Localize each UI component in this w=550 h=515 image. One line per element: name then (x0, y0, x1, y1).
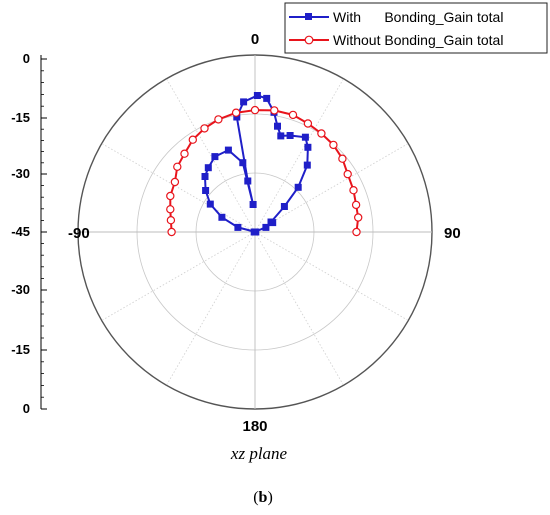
data-point-with-bonding (274, 122, 281, 130)
polar-grid (77, 54, 433, 410)
data-point-with-bonding (294, 183, 302, 191)
data-point-with-bonding (253, 92, 261, 99)
data-point-without-bonding (329, 140, 338, 150)
data-point-with-bonding (269, 219, 277, 227)
data-point-without-bonding (317, 129, 326, 138)
data-point-with-bonding (304, 143, 312, 151)
data-point-without-bonding (166, 191, 175, 201)
radial-tick-label: -15 (11, 110, 30, 125)
legend-marker-with-bonding (305, 13, 312, 20)
angle-label-90: 90 (444, 225, 461, 242)
radial-tick-label: -15 (11, 342, 30, 357)
data-point-without-bonding (343, 169, 352, 179)
data-point-with-bonding (262, 223, 270, 231)
caption-letter: b (259, 489, 268, 506)
radial-tick-label: -45 (11, 224, 30, 239)
data-point-with-bonding (204, 164, 212, 172)
grid-spoke-210 (166, 231, 256, 386)
data-point-without-bonding (349, 185, 358, 195)
grid-spoke-240 (101, 231, 256, 321)
legend: With Bonding_Gain total Without Bonding_… (284, 2, 548, 54)
data-point-without-bonding (214, 115, 223, 124)
angle-label-180: 180 (242, 418, 267, 435)
caption-close: ) (267, 489, 272, 506)
grid-spoke-120 (254, 231, 409, 321)
data-point-with-bonding (240, 98, 248, 106)
data-point-with-bonding (211, 153, 219, 161)
data-point-without-bonding (288, 110, 298, 120)
legend-marker-without-bonding (304, 35, 314, 45)
series-layer (166, 92, 363, 237)
data-point-with-bonding (233, 113, 241, 121)
legend-label-with-bonding: With Bonding_Gain total (333, 9, 503, 25)
plane-label: xz plane (230, 444, 288, 463)
data-point-with-bonding (280, 203, 288, 210)
data-point-without-bonding (338, 154, 347, 163)
data-point-with-bonding (202, 187, 210, 194)
grid-spoke-300 (101, 143, 256, 233)
radial-tick-label: -30 (11, 282, 30, 297)
radial-axis: 0 -15 -30 -45 -30 -15 0 (11, 51, 47, 416)
data-point-without-bonding (180, 149, 189, 158)
data-point-without-bonding (351, 200, 361, 210)
data-point-with-bonding (249, 201, 257, 208)
data-point-with-bonding (224, 146, 232, 154)
data-point-without-bonding (270, 106, 279, 115)
data-point-without-bonding (231, 108, 241, 117)
data-point-with-bonding (250, 228, 258, 236)
grid-spoke-30 (254, 78, 344, 233)
legend-label-without-bonding: Without Bonding_Gain total (333, 32, 503, 48)
data-point-with-bonding (234, 223, 242, 231)
radial-tick-label: 0 (23, 401, 30, 416)
data-point-without-bonding (188, 135, 197, 144)
data-point-with-bonding (218, 213, 226, 221)
grid-spoke-150 (254, 231, 344, 386)
data-point-with-bonding (201, 173, 209, 180)
grid-spoke-330 (166, 78, 256, 233)
angle-label-0: 0 (251, 31, 259, 48)
data-point-with-bonding (286, 132, 294, 139)
data-point-without-bonding (170, 177, 180, 187)
data-point-with-bonding (277, 132, 285, 140)
radial-tick-label: 0 (23, 51, 30, 66)
data-point-without-bonding (167, 227, 176, 237)
data-point-with-bonding (206, 200, 214, 208)
grid-spokes (78, 55, 432, 409)
data-point-without-bonding (173, 162, 182, 171)
grid-spoke-60 (254, 143, 409, 233)
data-point-without-bonding (354, 213, 363, 222)
data-point-without-bonding (200, 124, 209, 133)
data-point-without-bonding (166, 215, 176, 225)
data-point-without-bonding (166, 205, 175, 214)
figure-caption: (b) (253, 489, 273, 506)
caption-open: ( (253, 489, 258, 506)
data-point-with-bonding (301, 133, 309, 141)
data-point-with-bonding (244, 177, 252, 185)
data-point-without-bonding (250, 105, 260, 115)
legend-box (284, 2, 548, 54)
radial-tick-label: -30 (11, 166, 30, 181)
data-point-with-bonding (239, 159, 247, 167)
angle-label-minus-90: -90 (68, 225, 90, 242)
data-point-with-bonding (263, 94, 271, 102)
data-point-without-bonding (352, 227, 361, 237)
data-point-without-bonding (303, 119, 313, 128)
data-point-with-bonding (303, 161, 311, 169)
